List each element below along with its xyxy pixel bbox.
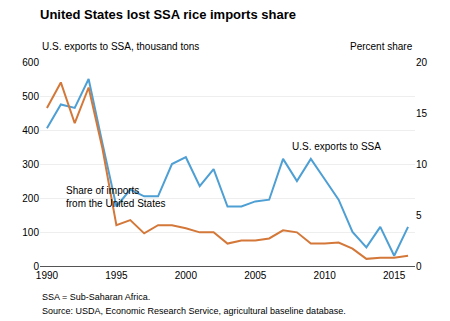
svg-text:200: 200	[22, 193, 39, 204]
svg-text:600: 600	[22, 57, 39, 68]
svg-text:U.S. exports to SSA: U.S. exports to SSA	[292, 141, 381, 152]
svg-text:400: 400	[22, 125, 39, 136]
svg-text:2005: 2005	[244, 270, 267, 281]
svg-text:Share of importsfrom the Unite: Share of importsfrom the United States	[66, 185, 166, 209]
svg-text:10: 10	[416, 159, 428, 170]
svg-text:300: 300	[22, 159, 39, 170]
svg-text:15: 15	[416, 108, 428, 119]
svg-text:1990: 1990	[36, 270, 59, 281]
svg-text:Percent share: Percent share	[350, 41, 413, 52]
svg-text:Source: USDA, Economic Researc: Source: USDA, Economic Research Service,…	[42, 306, 346, 316]
svg-text:20: 20	[416, 57, 428, 68]
svg-text:100: 100	[22, 227, 39, 238]
svg-text:2000: 2000	[175, 270, 198, 281]
svg-text:2010: 2010	[314, 270, 337, 281]
svg-text:5: 5	[416, 210, 422, 221]
svg-text:1995: 1995	[105, 270, 128, 281]
svg-text:0: 0	[33, 261, 39, 272]
svg-text:0: 0	[416, 261, 422, 272]
svg-text:SSA = Sub-Saharan Africa.: SSA = Sub-Saharan Africa.	[42, 292, 150, 302]
svg-text:U.S. exports to SSA, thousand: U.S. exports to SSA, thousand tons	[42, 41, 199, 52]
svg-text:United States lost SSA rice im: United States lost SSA rice imports shar…	[40, 7, 296, 22]
svg-text:2015: 2015	[383, 270, 406, 281]
svg-text:500: 500	[22, 91, 39, 102]
